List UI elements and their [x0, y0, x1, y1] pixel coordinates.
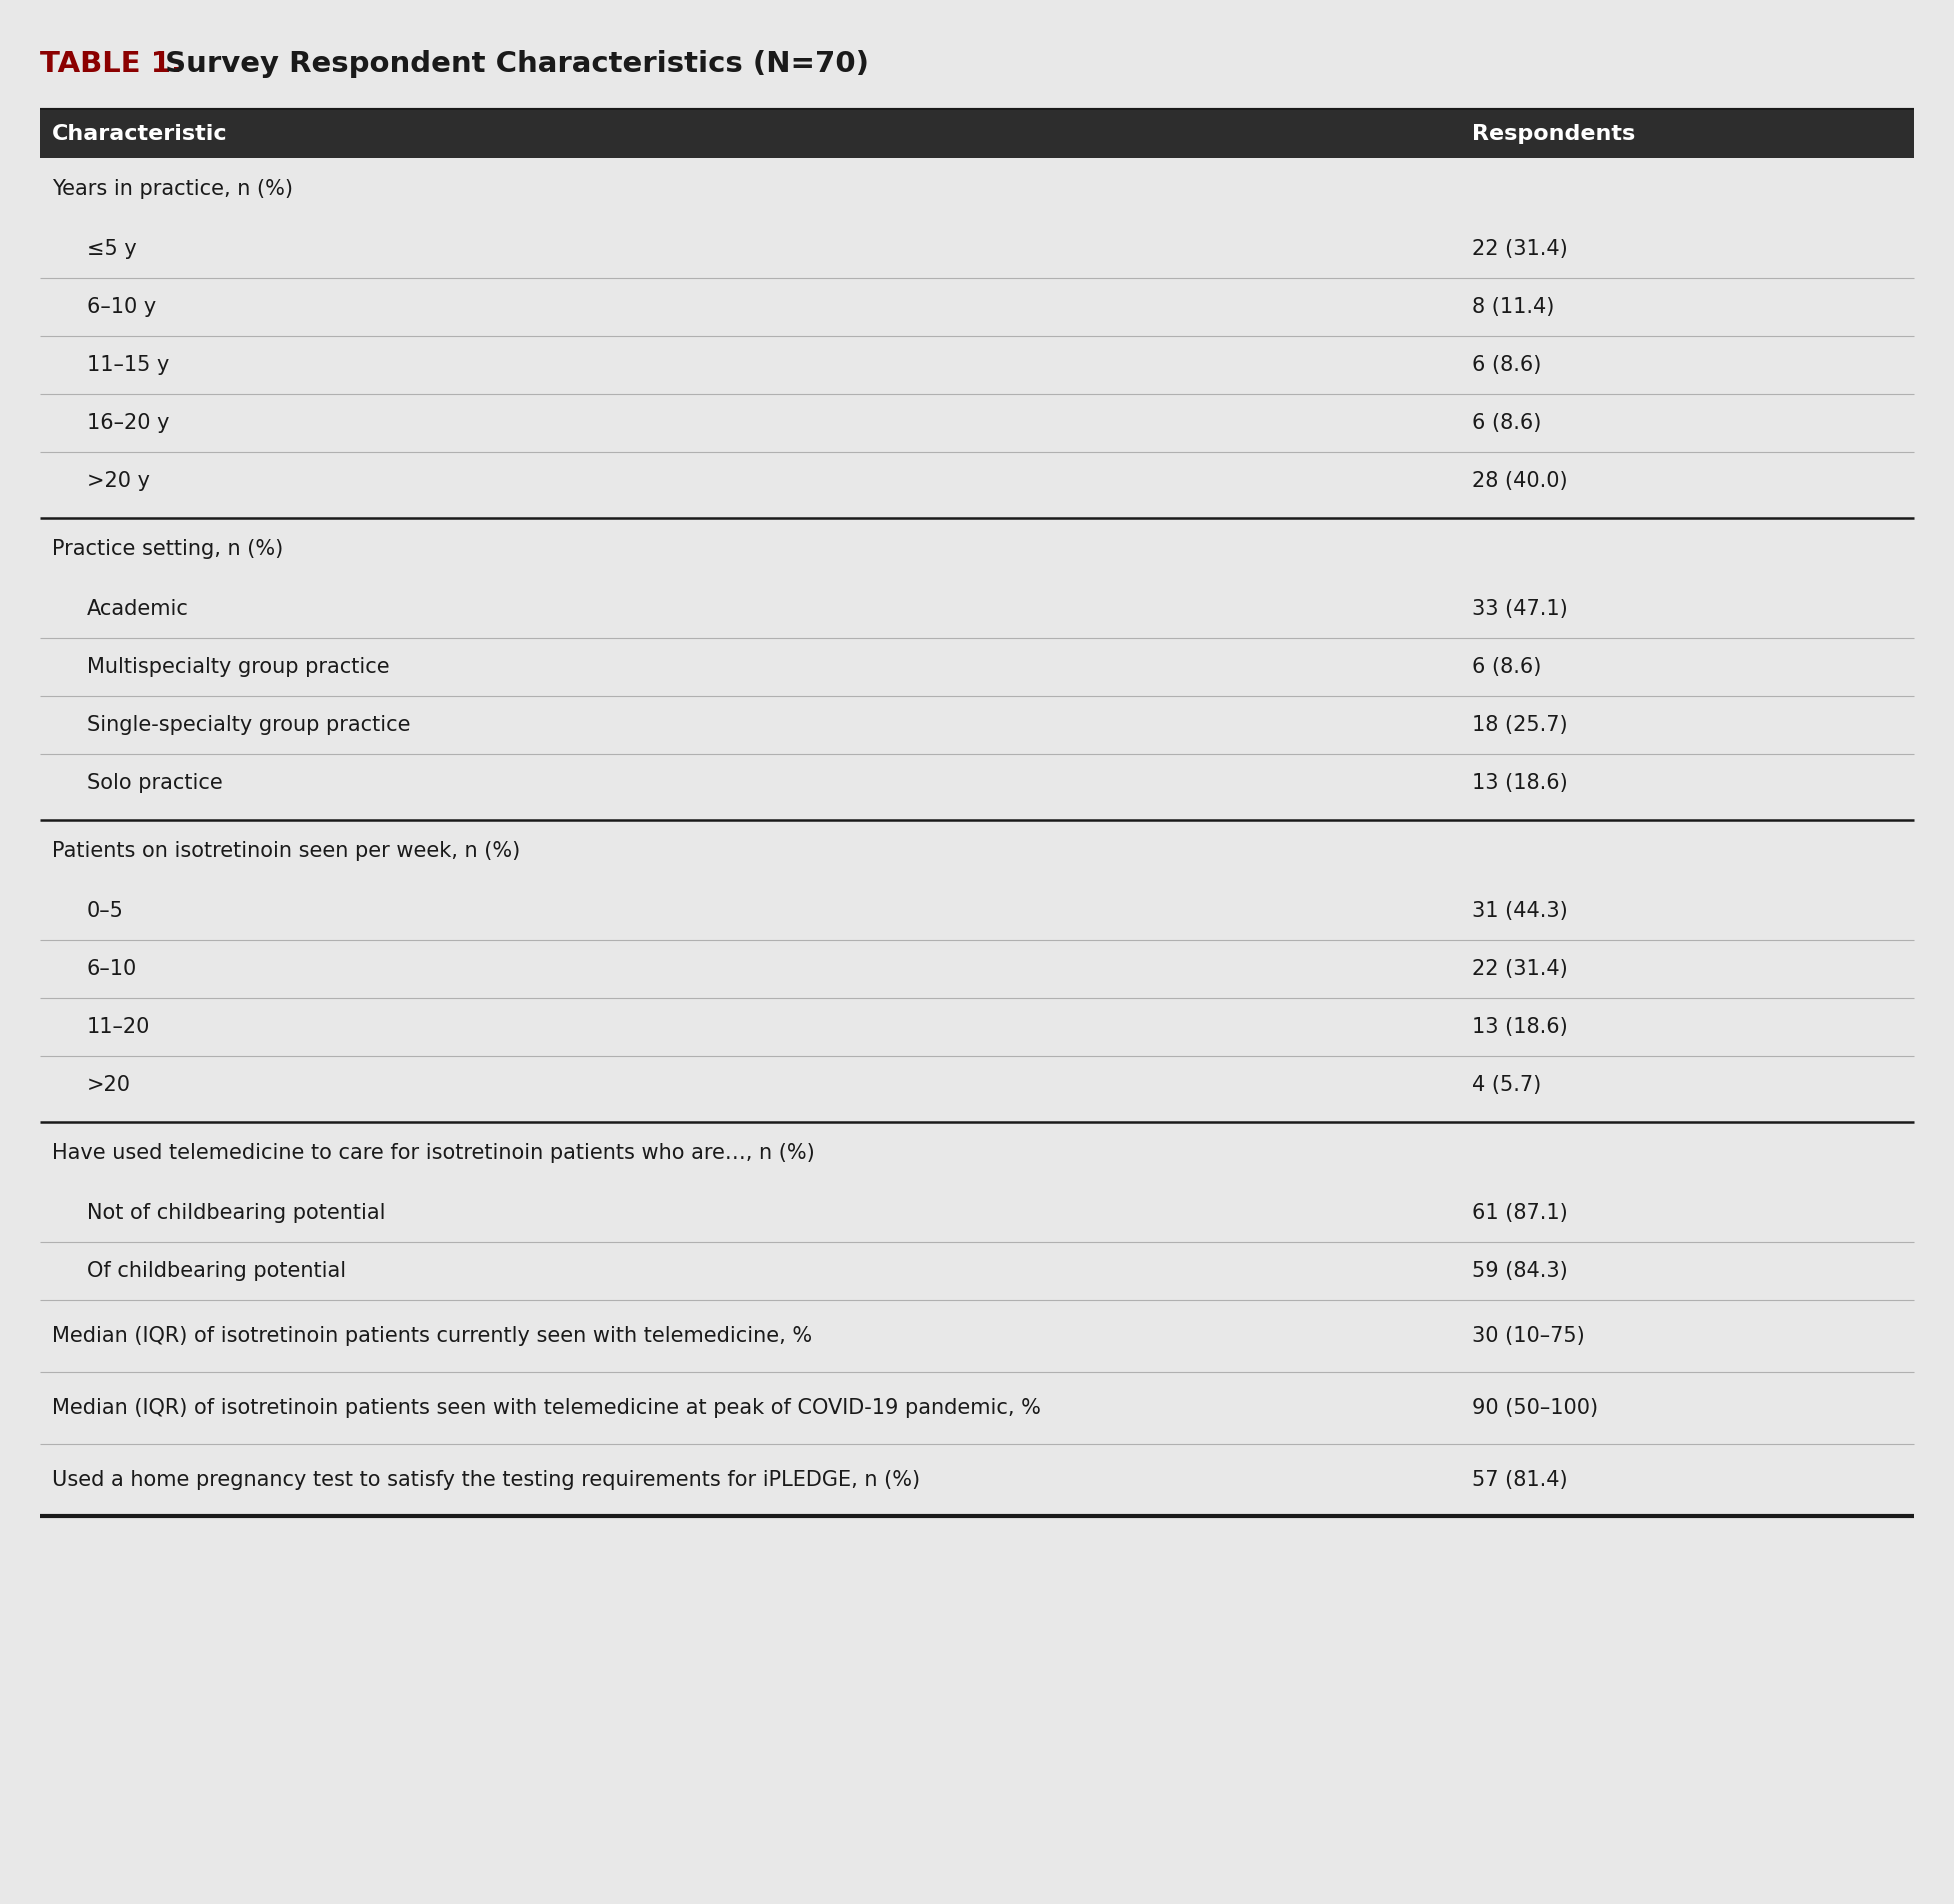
Text: Multispecialty group practice: Multispecialty group practice: [88, 657, 389, 678]
Text: ≤5 y: ≤5 y: [88, 240, 137, 259]
Text: 30 (10–75): 30 (10–75): [1471, 1325, 1585, 1346]
Text: Years in practice, n (%): Years in practice, n (%): [53, 179, 293, 200]
Text: 13 (18.6): 13 (18.6): [1471, 773, 1567, 792]
Text: 90 (50–100): 90 (50–100): [1471, 1398, 1598, 1418]
Text: Single-specialty group practice: Single-specialty group practice: [88, 716, 410, 735]
Bar: [39, 110, 1915, 158]
Text: 57 (81.4): 57 (81.4): [1471, 1470, 1567, 1491]
Text: Survey Respondent Characteristics (N=70): Survey Respondent Characteristics (N=70): [154, 50, 870, 78]
Text: >20: >20: [88, 1076, 131, 1095]
Text: Used a home pregnancy test to satisfy the testing requirements for iPLEDGE, n (%: Used a home pregnancy test to satisfy th…: [53, 1470, 920, 1491]
Text: 6 (8.6): 6 (8.6): [1471, 354, 1542, 375]
Text: 28 (40.0): 28 (40.0): [1471, 470, 1567, 491]
Text: Solo practice: Solo practice: [88, 773, 223, 792]
Text: 13 (18.6): 13 (18.6): [1471, 1017, 1567, 1038]
Text: 0–5: 0–5: [88, 901, 123, 922]
Text: Practice setting, n (%): Practice setting, n (%): [53, 539, 283, 560]
Text: 61 (87.1): 61 (87.1): [1471, 1203, 1567, 1222]
Text: 59 (84.3): 59 (84.3): [1471, 1260, 1567, 1281]
Text: 4 (5.7): 4 (5.7): [1471, 1076, 1542, 1095]
Text: Respondents: Respondents: [1471, 124, 1635, 145]
Text: 6–10: 6–10: [88, 960, 137, 979]
Text: >20 y: >20 y: [88, 470, 150, 491]
Text: 11–15 y: 11–15 y: [88, 354, 170, 375]
Text: 22 (31.4): 22 (31.4): [1471, 960, 1567, 979]
Text: Characteristic: Characteristic: [53, 124, 227, 145]
Text: 11–20: 11–20: [88, 1017, 150, 1038]
Text: 6–10 y: 6–10 y: [88, 297, 156, 316]
Text: Median (IQR) of isotretinoin patients currently seen with telemedicine, %: Median (IQR) of isotretinoin patients cu…: [53, 1325, 813, 1346]
Text: 8 (11.4): 8 (11.4): [1471, 297, 1553, 316]
Text: 33 (47.1): 33 (47.1): [1471, 600, 1567, 619]
Text: Not of childbearing potential: Not of childbearing potential: [88, 1203, 385, 1222]
Text: TABLE 1.: TABLE 1.: [39, 50, 182, 78]
Text: Patients on isotretinoin seen per week, n (%): Patients on isotretinoin seen per week, …: [53, 842, 520, 861]
Text: 18 (25.7): 18 (25.7): [1471, 716, 1567, 735]
Text: 16–20 y: 16–20 y: [88, 413, 170, 432]
Text: 22 (31.4): 22 (31.4): [1471, 240, 1567, 259]
Text: Of childbearing potential: Of childbearing potential: [88, 1260, 346, 1281]
Text: Median (IQR) of isotretinoin patients seen with telemedicine at peak of COVID-19: Median (IQR) of isotretinoin patients se…: [53, 1398, 1041, 1418]
Text: 6 (8.6): 6 (8.6): [1471, 413, 1542, 432]
Text: Academic: Academic: [88, 600, 190, 619]
Text: Have used telemedicine to care for isotretinoin patients who are…, n (%): Have used telemedicine to care for isotr…: [53, 1142, 815, 1163]
Text: 6 (8.6): 6 (8.6): [1471, 657, 1542, 678]
Text: 31 (44.3): 31 (44.3): [1471, 901, 1567, 922]
